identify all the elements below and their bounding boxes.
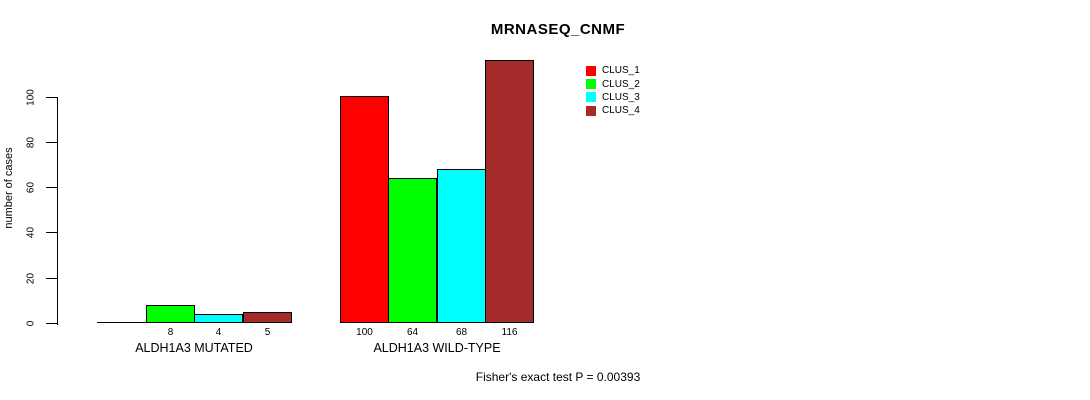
legend-row: CLUS_2 — [586, 77, 640, 90]
legend-row: CLUS_1 — [586, 64, 640, 77]
legend-label: CLUS_3 — [602, 91, 640, 103]
legend-row: CLUS_4 — [586, 104, 640, 117]
y-axis-tick — [46, 323, 57, 324]
bar-value-label: 116 — [501, 327, 518, 338]
bar-value-label: 4 — [215, 327, 222, 338]
bar-value-label: 8 — [167, 327, 174, 338]
y-axis-tick-label: 0 — [25, 320, 37, 327]
annotation-pvalue: Fisher's exact test P = 0.00393 — [475, 370, 641, 384]
legend: CLUS_1 CLUS_2 CLUS_3 CLUS_4 — [586, 64, 640, 118]
y-axis-tick-label: 20 — [25, 272, 37, 285]
y-axis-tick — [46, 187, 57, 188]
group-label: ALDH1A3 WILD-TYPE — [373, 341, 501, 355]
y-axis-tick-label: 40 — [25, 226, 37, 239]
bar — [146, 305, 195, 323]
bar-value-label: 64 — [406, 327, 419, 338]
y-axis-tick-label: 100 — [25, 89, 37, 106]
legend-swatch — [586, 105, 596, 116]
y-axis-tick-label: 60 — [25, 181, 37, 194]
y-axis-tick — [46, 232, 57, 233]
legend-swatch — [586, 92, 596, 103]
group-label: ALDH1A3 MUTATED — [135, 341, 253, 355]
legend-swatch — [586, 79, 596, 90]
y-axis-tick — [46, 142, 57, 143]
legend-row: CLUS_3 — [586, 91, 640, 104]
bar — [340, 96, 389, 323]
bar — [388, 178, 437, 323]
legend-label: CLUS_1 — [602, 65, 640, 77]
legend-label: CLUS_4 — [602, 105, 640, 117]
y-axis-label: number of cases — [3, 147, 15, 229]
y-axis-line — [57, 97, 58, 325]
bar — [437, 169, 486, 323]
bar-value-label: 68 — [455, 327, 468, 338]
y-axis-tick — [46, 97, 57, 98]
y-axis-tick-label: 80 — [25, 136, 37, 149]
bar-zero-line — [97, 322, 146, 323]
bar — [194, 314, 243, 323]
legend-label: CLUS_2 — [602, 78, 640, 90]
y-axis-tick — [46, 278, 57, 279]
bar — [485, 60, 534, 323]
legend-swatch — [586, 65, 596, 76]
chart-title: MRNASEQ_CNMF — [490, 21, 626, 38]
bar-value-label: 100 — [356, 327, 373, 338]
bar — [243, 312, 292, 323]
bar-value-label: 5 — [264, 327, 271, 338]
